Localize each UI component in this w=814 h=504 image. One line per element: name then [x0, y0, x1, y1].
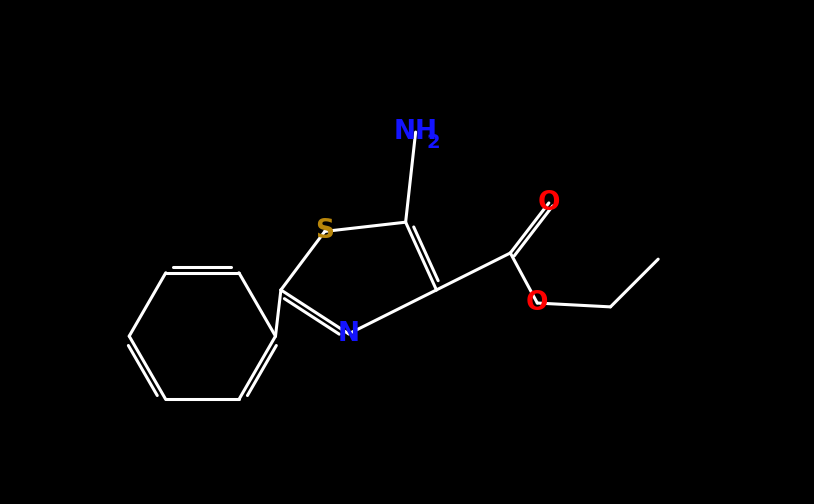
Text: NH: NH: [394, 119, 438, 145]
Text: O: O: [537, 190, 560, 216]
Text: N: N: [338, 321, 360, 347]
Text: S: S: [315, 218, 335, 244]
Text: O: O: [526, 290, 549, 316]
Text: 2: 2: [427, 133, 440, 152]
